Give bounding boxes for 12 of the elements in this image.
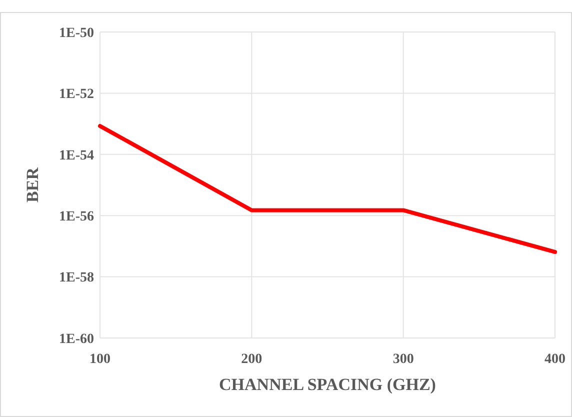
y-tick-label: 1E-50 — [59, 26, 94, 41]
x-tick-label: 100 — [90, 352, 110, 367]
x-tick-label: 400 — [544, 352, 566, 367]
y-tick-label: 1E-56 — [59, 210, 94, 224]
y-tick-label: 1E-58 — [59, 270, 94, 286]
x-tick-label: 200 — [241, 352, 262, 367]
x-axis-title: CHANNEL SPACING (GHZ) — [219, 375, 436, 394]
x-tick-label: 300 — [392, 352, 414, 367]
y-axis-title: BER — [23, 166, 42, 202]
y-tick-label: 1E-52 — [59, 87, 94, 102]
y-tick-label: 1E-60 — [59, 332, 94, 347]
y-tick-label: 1E-54 — [59, 148, 94, 164]
